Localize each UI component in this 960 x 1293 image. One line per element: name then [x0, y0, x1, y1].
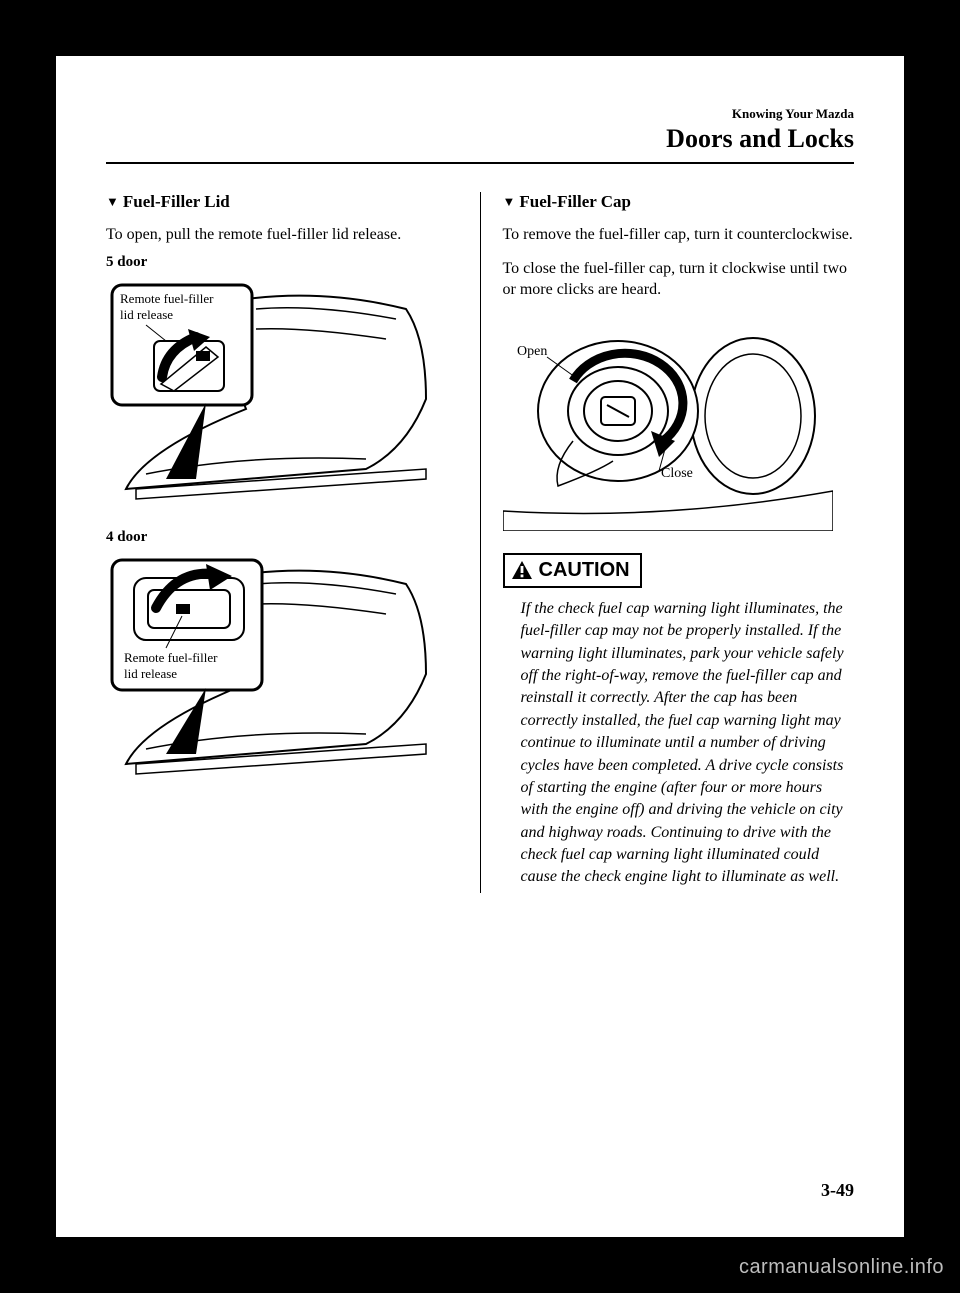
caution-body: If the check fuel cap warning light illu…	[503, 588, 855, 893]
left-para1: To open, pull the remote fuel-filler lid…	[106, 224, 458, 246]
fig1-callout-line1: Remote fuel-filler	[120, 291, 214, 306]
left-column: Fuel-Filler Lid To open, pull the remote…	[106, 192, 480, 893]
page-number: 3-49	[821, 1180, 854, 1201]
fig-close-label: Close	[661, 466, 693, 481]
fig2-callout-line2: lid release	[124, 666, 177, 681]
caution-heading: CAUTION	[503, 553, 642, 588]
header-divider	[106, 162, 854, 164]
caution-label: CAUTION	[539, 559, 630, 582]
left-label-5door: 5 door	[106, 254, 458, 271]
warning-icon	[511, 560, 533, 580]
page-container: Knowing Your Mazda Doors and Locks Fuel-…	[56, 56, 904, 1237]
right-para1: To remove the fuel-filler cap, turn it c…	[503, 224, 855, 246]
right-column: Fuel-Filler Cap To remove the fuel-fille…	[480, 192, 855, 893]
content-columns: Fuel-Filler Lid To open, pull the remote…	[106, 192, 854, 893]
header-title: Doors and Locks	[106, 124, 854, 154]
fig1-callout-line2: lid release	[120, 307, 173, 322]
left-subhead: Fuel-Filler Lid	[106, 192, 458, 212]
fig2-callout-line1: Remote fuel-filler	[124, 650, 218, 665]
page-header: Knowing Your Mazda Doors and Locks	[106, 106, 854, 154]
figure-4door: Remote fuel-filler lid release	[106, 554, 458, 784]
fig-open-label: Open	[517, 344, 547, 359]
caution-box: CAUTION If the check fuel cap warning li…	[503, 553, 855, 893]
header-category: Knowing Your Mazda	[106, 106, 854, 122]
right-para2: To close the fuel-filler cap, turn it cl…	[503, 258, 855, 301]
watermark: carmanualsonline.info	[739, 1256, 944, 1279]
left-label-4door: 4 door	[106, 529, 458, 546]
figure-fuel-cap: Open Close	[503, 321, 855, 531]
figure-5door: Remote fuel-filler lid release	[106, 279, 458, 509]
right-subhead: Fuel-Filler Cap	[503, 192, 855, 212]
